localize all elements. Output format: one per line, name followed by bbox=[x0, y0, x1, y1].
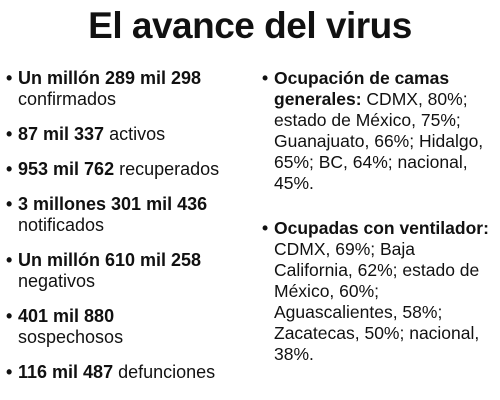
stat-value: 401 mil 880 bbox=[18, 306, 115, 326]
bullet: • bbox=[6, 159, 13, 179]
stat-value: Un millón 610 mil 258 bbox=[18, 250, 202, 270]
occupancy-item-camas-generales: • Ocupación de camas generales: CDMX, 80… bbox=[262, 68, 498, 194]
stat-value: 953 mil 762 bbox=[18, 159, 115, 179]
occupancy-heading: Ocupación de camas generales: bbox=[274, 68, 450, 109]
stat-item-confirmados: • Un millón 289 mil 298 confirmados bbox=[6, 68, 252, 110]
stat-label: confirmados bbox=[18, 89, 117, 109]
stat-item-negativos: • Un millón 610 mil 258 negativos bbox=[6, 250, 252, 292]
stat-value: 3 millones 301 mil 436 bbox=[18, 194, 208, 214]
right-occupancy-list: • Ocupación de camas generales: CDMX, 80… bbox=[262, 68, 498, 365]
occupancy-text: CDMX, 80%; estado de México, 75%; Guanaj… bbox=[274, 89, 484, 193]
stat-value: 87 mil 337 bbox=[18, 124, 105, 144]
bullet: • bbox=[262, 218, 269, 238]
bullet: • bbox=[6, 250, 13, 270]
bullet: • bbox=[262, 68, 269, 88]
stat-value: 116 mil 487 bbox=[18, 362, 114, 382]
stat-label: recuperados bbox=[119, 159, 220, 179]
stat-label: activos bbox=[109, 124, 166, 144]
stat-label: negativos bbox=[18, 271, 96, 291]
bullet: • bbox=[6, 306, 13, 326]
occupancy-heading: Ocupadas con ventilador: bbox=[274, 218, 489, 238]
stat-item-activos: • 87 mil 337 activos bbox=[6, 124, 252, 145]
stat-label: notificados bbox=[18, 215, 105, 235]
occupancy-item-ventilador: • Ocupadas con ventilador: CDMX, 69%; Ba… bbox=[262, 218, 498, 365]
bullet: • bbox=[6, 68, 13, 88]
stat-label: sospechosos bbox=[18, 327, 124, 347]
bullet: • bbox=[6, 362, 13, 382]
bullet: • bbox=[6, 124, 13, 144]
bullet: • bbox=[6, 194, 13, 214]
page-title: El avance del virus bbox=[88, 5, 412, 46]
occupancy-text: CDMX, 69%; Baja California, 62%; estado … bbox=[274, 239, 480, 364]
stat-item-recuperados: • 953 mil 762 recuperados bbox=[6, 159, 252, 180]
stat-item-defunciones: • 116 mil 487 defunciones bbox=[6, 362, 252, 383]
stat-label: defunciones bbox=[118, 362, 216, 382]
stat-item-notificados: • 3 millones 301 mil 436 notificados bbox=[6, 194, 252, 236]
stat-value: Un millón 289 mil 298 bbox=[18, 68, 202, 88]
left-stats-list: • Un millón 289 mil 298 confirmados • 87… bbox=[6, 68, 252, 397]
stat-item-sospechosos: • 401 mil 880 sospechosos bbox=[6, 306, 252, 348]
